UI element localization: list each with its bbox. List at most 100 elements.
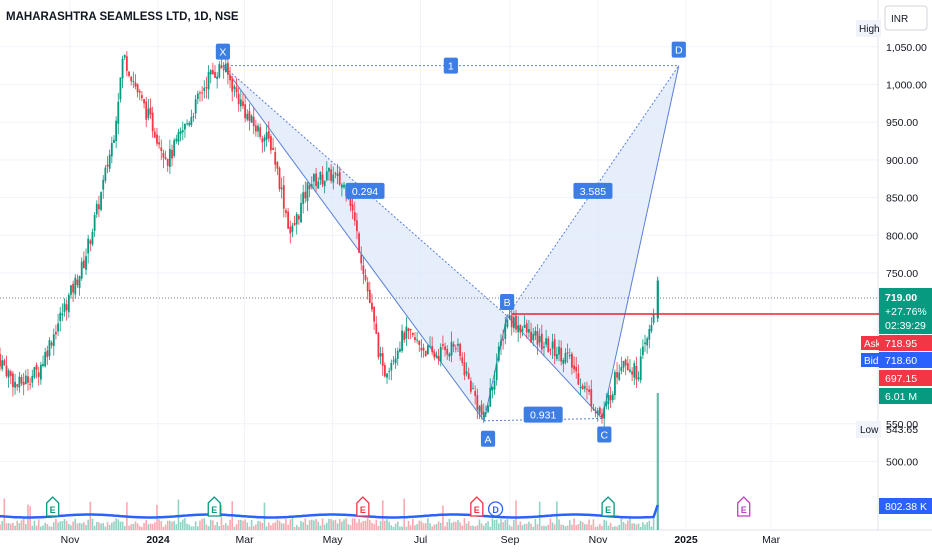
candle-body [598, 407, 601, 415]
volume-bar [639, 526, 642, 530]
candle-body [555, 354, 558, 359]
price-axis[interactable] [878, 0, 932, 550]
volume-bar [104, 526, 107, 530]
volume-bar [605, 520, 608, 530]
candle-body [229, 75, 231, 81]
candle-body [121, 58, 124, 79]
volume-bar [199, 520, 201, 530]
volume-bar [42, 525, 44, 530]
candle-body [648, 329, 651, 340]
volume-bar [517, 524, 519, 530]
ratio-label-box [443, 57, 458, 74]
volume-bar [119, 521, 122, 530]
volume-bar [614, 526, 616, 530]
volume-bar [37, 519, 40, 530]
volume-bar [63, 519, 66, 530]
candle-body [76, 279, 79, 286]
candle-body [442, 344, 444, 346]
volume-bar [222, 525, 225, 530]
volume-bar [543, 525, 545, 530]
volume-bar [487, 521, 489, 530]
volume-bar [74, 518, 77, 530]
volume-bar [76, 523, 79, 530]
dividend-marker [487, 501, 504, 517]
volume-bar [558, 519, 560, 530]
volume-bar [620, 518, 623, 530]
volume-bar [78, 522, 81, 530]
ratio-label: 0.931 [530, 410, 556, 422]
candle-body [392, 360, 395, 362]
candle-body [377, 332, 380, 358]
candle-body [579, 386, 582, 388]
volume-bar [229, 519, 231, 530]
candle-body [407, 328, 410, 332]
volume-bar [491, 518, 494, 530]
volume-bar [431, 526, 433, 530]
y-tick-label: 850.00 [886, 193, 918, 205]
volume-bar [373, 523, 375, 530]
volume-bar [70, 525, 72, 530]
volume-bars [0, 393, 659, 530]
volume-bar [72, 521, 74, 530]
volume-bar [203, 518, 206, 530]
volume-bar [224, 523, 227, 530]
volume-bar [388, 521, 390, 530]
candle-body [27, 376, 29, 383]
volume-bar [622, 522, 625, 530]
candle-body [108, 154, 111, 169]
candle-body [459, 343, 462, 357]
volume-bar [599, 524, 601, 530]
candle-body [87, 238, 90, 254]
volume-bar [261, 523, 264, 530]
volume-bar [306, 524, 309, 530]
point-label-x: X [219, 47, 226, 59]
candle-body [431, 346, 434, 353]
volume-bar [446, 521, 449, 530]
ratio-label-box [523, 406, 563, 423]
candle-body [652, 314, 655, 323]
candle-body [609, 395, 612, 401]
volume-bar [308, 520, 311, 530]
candle-body [207, 72, 210, 90]
volume-bar [513, 519, 515, 530]
volume-bar [160, 521, 163, 530]
volume-bar [635, 524, 638, 530]
candle-body [265, 132, 268, 140]
candle-body [61, 313, 64, 316]
candle-body [420, 347, 423, 351]
volume-bar [409, 525, 412, 530]
volume-bar [437, 521, 440, 530]
candle-body [24, 375, 27, 385]
event-marker-label: E [211, 505, 217, 515]
candle-body [497, 346, 500, 361]
volume-bar [201, 518, 203, 530]
volume-bar [461, 525, 464, 530]
volume-bar [16, 520, 19, 530]
candle-body [523, 324, 526, 328]
candle-body [444, 346, 446, 351]
candle-body [186, 123, 188, 125]
volume-bar [508, 525, 511, 530]
candle-body [231, 78, 234, 92]
y-tick-label: 800.00 [886, 230, 918, 242]
y-tick-label: 750.00 [886, 268, 918, 280]
candle-body [614, 372, 616, 396]
candle-body [93, 215, 96, 231]
volume-bar [291, 518, 294, 530]
volume-bar [190, 526, 193, 530]
candle-body [450, 341, 453, 356]
candle-body [401, 330, 403, 351]
candle-body [504, 323, 507, 339]
currency-button[interactable] [884, 5, 928, 31]
candle-body [270, 136, 272, 151]
volume-bar [347, 524, 350, 530]
volume-bar [448, 518, 451, 530]
volume-bar [293, 526, 296, 530]
volume-bar [506, 519, 509, 530]
candle-body [603, 407, 606, 419]
candle-body [381, 352, 384, 366]
volume-bar [216, 522, 218, 530]
volume-bar [31, 525, 34, 530]
